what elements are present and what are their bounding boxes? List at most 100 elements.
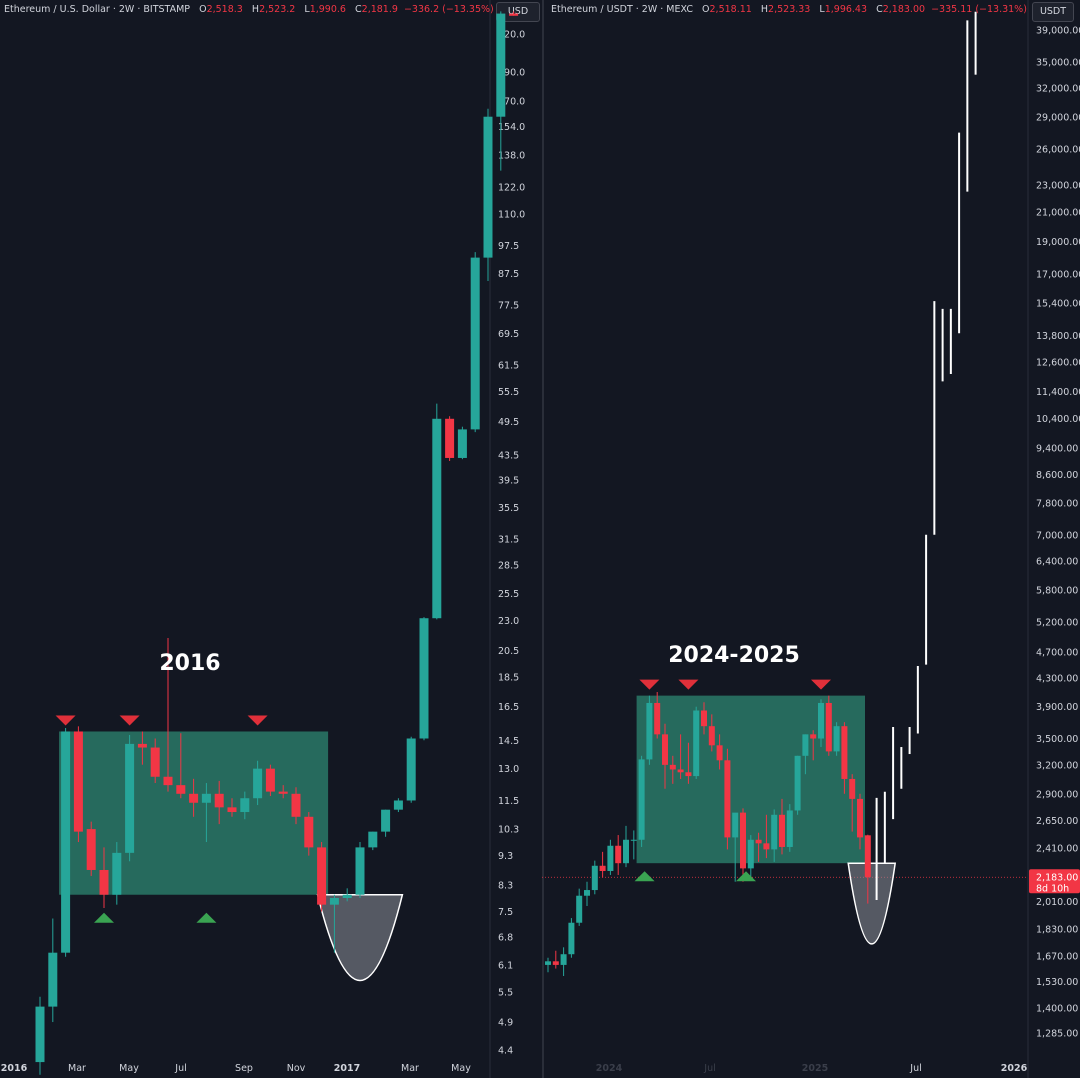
left-price-tick: 39.5 [498,476,519,487]
right-price-tick: 29,000.00 [1036,113,1080,124]
right-close-label: C [876,4,883,15]
left-candle-body [61,731,71,953]
right-candle-body [825,702,832,752]
right-candle-body [802,734,809,756]
right-price-tick: 2,410.00 [1036,844,1078,855]
left-candle-body [406,738,416,801]
right-low-value: 1,996.43 [824,4,868,15]
right-price-tick: 4,700.00 [1036,647,1078,658]
left-price-tick: 220.0 [498,30,525,41]
left-price-tick: 9.3 [498,851,513,862]
right-close-value: 2,183.00 [882,4,926,15]
bar-countdown: 8d 10h [1036,883,1069,894]
right-price-tick: 17,000.00 [1036,270,1080,281]
right-price-tick: 23,000.00 [1036,181,1080,192]
left-price-tick: 4.9 [498,1018,513,1029]
left-candle-body [137,743,147,748]
left-price-tick: 43.5 [498,450,519,461]
right-candle-body [818,702,824,739]
right-candle-body [763,843,770,850]
right-currency-button[interactable]: USDT [1032,2,1074,22]
left-price-tick: 13.0 [498,764,519,775]
left-price-tick: 4.4 [498,1046,513,1057]
left-chart-legend: Ethereum / U.S. Dollar · 2W · BITSTAMP O… [4,4,494,15]
right-candle-body [786,810,793,847]
right-candle-body [584,890,590,896]
left-price-tick: 49.5 [498,417,519,428]
left-time-tick: 2017 [334,1063,360,1074]
left-candle-body [368,831,378,848]
right-price-tick: 1,400.00 [1036,1003,1078,1014]
left-cup-shape [316,893,404,981]
right-candle-body [623,839,629,864]
left-price-tick: 122.0 [498,183,525,194]
left-price-tick: 18.5 [498,673,519,684]
right-candle-body [732,812,739,838]
right-price-tick: 1,530.00 [1036,977,1078,988]
left-candle-body [393,800,403,810]
left-candle-body [509,13,519,16]
right-time-tick: 2026 [1001,1063,1028,1074]
left-time-tick: Sep [235,1063,253,1074]
left-candle-body [125,743,135,853]
left-candle-body [48,952,58,1007]
left-price-tick: 5.5 [498,988,513,999]
right-candle-body [560,954,567,965]
right-candle-body [545,961,551,965]
right-chart: 39,000.00 35,000.00 32,000.00 29,000.00 26,0… [542,0,1080,1078]
left-price-tick: 8.3 [498,881,513,892]
right-candle-body [779,814,785,847]
right-candle-body [576,895,583,923]
left-price-tick: 10.3 [498,825,519,836]
left-high-label: H [251,4,260,15]
right-price-tick: 11,400.00 [1036,387,1080,398]
right-candle-body [662,734,668,765]
left-low-value: 1,990.6 [309,4,346,15]
left-high-value: 2,523.2 [259,4,296,15]
right-candle-body [669,764,676,770]
left-candle-body [419,618,429,739]
right-candle-body [607,845,614,871]
left-price-tick: 6.8 [498,932,513,943]
right-price-tick: 9,400.00 [1036,444,1078,455]
right-price-tick: 1,285.00 [1036,1029,1078,1040]
left-currency-button[interactable]: USD [496,2,540,22]
left-candle-body [112,852,122,895]
left-open-value: 2,518.3 [206,4,243,15]
right-price-tick: 1,830.00 [1036,925,1078,936]
left-bottom-marker [196,912,217,923]
right-price-tick: 32,000.00 [1036,84,1080,95]
left-price-tick: 97.5 [498,241,519,252]
left-time-tick: Mar [401,1063,419,1074]
right-price-tick: 2,010.00 [1036,897,1078,908]
left-open-label: O [199,4,207,15]
left-price-tick: 77.5 [498,300,519,311]
right-open-label: O [702,4,710,15]
left-candle-body [99,869,109,895]
left-price-tick: 69.5 [498,329,519,340]
right-price-tick: 39,000.00 [1036,26,1080,37]
right-candle-body [615,845,622,864]
left-candle-body [496,13,506,117]
right-top-marker [678,679,699,690]
left-candle-body [483,116,493,258]
left-change-value: −336.2 (−13.35%) [403,4,494,15]
left-candle-body [342,894,352,899]
right-candle-body [755,839,762,844]
right-price-tick: 35,000.00 [1036,57,1080,68]
left-price-tick: 6.1 [498,961,513,972]
right-open-value: 2,518.11 [709,4,752,15]
left-candle-body [457,429,467,458]
left-price-tick: 170.0 [498,96,525,107]
left-time-tick: Jul [174,1063,186,1074]
right-price-tick: 12,600.00 [1036,358,1080,369]
right-time-tick: Jul [909,1063,921,1074]
left-time-tick: Nov [287,1063,306,1074]
right-candle-body [638,759,645,840]
right-price-tick: 5,800.00 [1036,586,1078,597]
left-candle-body [214,793,224,808]
right-candle-body [810,734,817,739]
last-price-value: 2,183.00 [1036,872,1078,883]
